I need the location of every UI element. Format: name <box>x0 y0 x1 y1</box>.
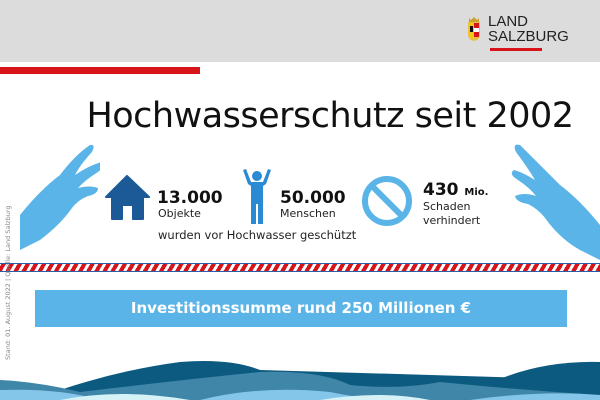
damage-unit: Mio. <box>464 187 489 198</box>
red-accent-bar <box>0 67 200 74</box>
person-icon <box>243 169 271 224</box>
protected-caption: wurden vor Hochwasser geschützt <box>158 228 357 242</box>
left-hand-icon <box>20 144 100 250</box>
damage-number: 430 <box>423 180 459 200</box>
objects-label: Objekte <box>158 207 201 220</box>
page-title: Hochwasserschutz seit 2002 <box>86 96 574 136</box>
logo-underline <box>490 48 542 51</box>
source-note: Stand: 01. August 2022 | Quelle: Land Sa… <box>4 205 12 360</box>
header-band <box>0 0 600 62</box>
logo-line2: SALZBURG <box>488 28 569 45</box>
house-icon <box>105 175 150 220</box>
land-salzburg-logo: LAND SALZBURG <box>466 14 576 54</box>
damage-label: Schaden verhindert <box>423 200 480 228</box>
waves-decoration <box>0 361 600 400</box>
logo-line1: LAND <box>488 13 529 30</box>
barrier-tape-divider <box>0 263 600 272</box>
damage-label-1: Schaden <box>423 200 471 213</box>
prohibited-icon <box>362 176 412 226</box>
objects-count: 13.000 <box>157 188 223 208</box>
right-hand-icon <box>511 144 600 260</box>
logo-text: LAND SALZBURG <box>488 14 569 44</box>
people-count: 50.000 <box>280 188 346 208</box>
damage-label-2: verhindert <box>423 214 481 227</box>
coat-of-arms-icon <box>468 17 480 41</box>
people-label: Menschen <box>280 207 336 220</box>
investment-banner: Investitionssumme rund 250 Millionen € <box>35 290 567 327</box>
damage-value: 430 Mio. <box>423 180 488 200</box>
